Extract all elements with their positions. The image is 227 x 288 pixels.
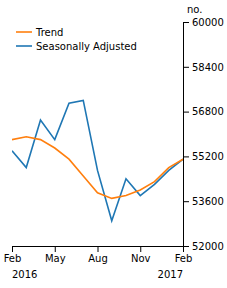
x-axis-line <box>13 247 184 253</box>
y-axis: 52000 53600 55200 56800 58400 60000 <box>183 17 224 252</box>
legend-item: Trend <box>16 27 63 38</box>
x-tick-label: Nov <box>131 253 151 264</box>
y-tick-label: 52000 <box>192 241 224 252</box>
y-label: no. <box>187 4 202 15</box>
plot: FebMayAugNovFeb5200053600552005680058400… <box>4 4 224 280</box>
y-tick-label: 58400 <box>192 62 224 73</box>
y-tick-mark <box>183 112 189 113</box>
legend-swatch <box>16 31 32 33</box>
y-axis-line <box>184 23 190 247</box>
y-tick-mark <box>183 156 189 157</box>
y-tick: 52000 <box>183 241 224 252</box>
y-tick-label: 60000 <box>192 17 224 28</box>
y-tick-mark <box>183 67 189 68</box>
legend-item: Seasonally Adjusted <box>16 41 137 52</box>
x-tick-label: May <box>45 253 66 264</box>
x-tick: Nov <box>131 246 151 264</box>
x-tick-label: Feb <box>4 253 22 264</box>
x-tick-mark <box>55 246 56 252</box>
y-tick-label: 53600 <box>192 196 224 207</box>
lines <box>12 100 183 220</box>
x-tick: Feb <box>175 246 193 264</box>
series-line <box>12 100 183 220</box>
y-tick: 60000 <box>183 17 224 28</box>
x-axis: Feb May Aug Nov Feb <box>4 246 193 264</box>
y-tick: 53600 <box>183 196 224 207</box>
legend-label: Seasonally Adjusted <box>36 41 137 52</box>
legend: Trend Seasonally Adjusted <box>16 27 137 52</box>
chart: FebMayAugNovFeb5200053600552005680058400… <box>0 0 227 288</box>
series-line <box>12 137 183 199</box>
x-tick: Aug <box>88 246 108 264</box>
y-tick-mark <box>183 201 189 202</box>
x-tick: May <box>45 246 66 264</box>
y-tick: 55200 <box>183 151 224 162</box>
x-tick-mark <box>140 246 141 252</box>
y-tick-mark <box>183 22 189 23</box>
y-tick-mark <box>183 246 189 247</box>
x-tick-mark <box>98 246 99 252</box>
y-tick-label: 56800 <box>192 106 224 117</box>
x-tick: Feb <box>4 246 22 264</box>
annotation: 2017 <box>158 269 183 280</box>
x-tick-label: Aug <box>88 253 108 264</box>
x-tick-mark <box>12 246 13 252</box>
legend-swatch <box>16 45 32 47</box>
y-tick: 58400 <box>183 62 224 73</box>
legend-label: Trend <box>35 27 63 38</box>
y-tick: 56800 <box>183 106 224 117</box>
x-tick-label: Feb <box>175 253 193 264</box>
annotation: 2016 <box>12 269 37 280</box>
y-tick-label: 55200 <box>192 151 224 162</box>
